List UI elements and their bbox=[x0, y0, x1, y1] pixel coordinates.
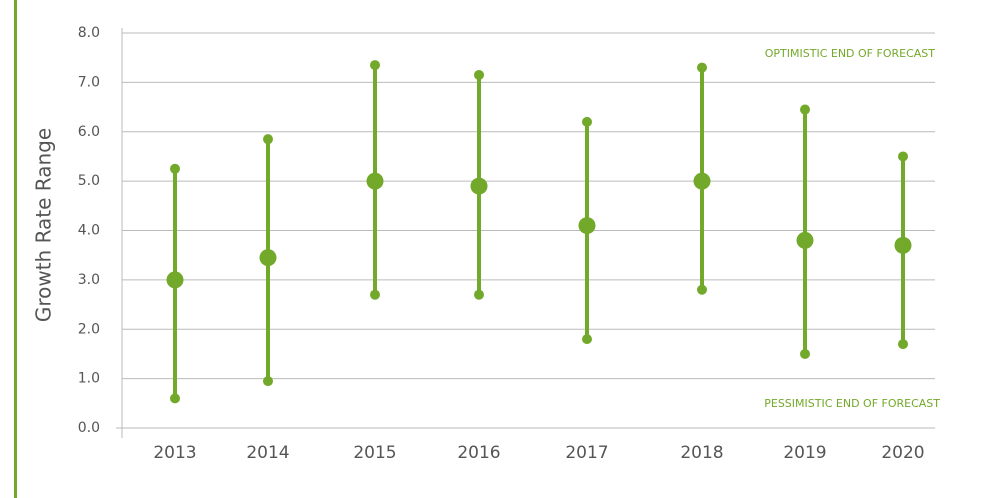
mid-dot bbox=[259, 249, 277, 267]
y-tick-label: 6.0 bbox=[78, 124, 100, 140]
low-dot bbox=[263, 376, 273, 387]
high-dot bbox=[170, 163, 180, 174]
y-axis-label: Growth Rate Range bbox=[32, 128, 56, 322]
high-dot bbox=[697, 62, 707, 73]
y-tick-label: 0.0 bbox=[78, 420, 100, 436]
y-tick-label: 7.0 bbox=[78, 74, 100, 90]
x-tick-label: 2017 bbox=[565, 443, 608, 463]
mid-dot bbox=[578, 217, 596, 235]
low-dot bbox=[474, 289, 484, 300]
mid-dot bbox=[166, 271, 184, 289]
x-tick-label: 2020 bbox=[881, 443, 924, 463]
high-dot bbox=[474, 69, 484, 80]
high-dot bbox=[800, 104, 810, 115]
x-tick-label: 2016 bbox=[457, 443, 500, 463]
mid-dot bbox=[796, 231, 814, 249]
x-tick-label: 2014 bbox=[246, 443, 289, 463]
annotation: OPTIMISTIC END OF FORECAST bbox=[765, 47, 936, 60]
mid-dot bbox=[366, 172, 384, 190]
y-tick-label: 1.0 bbox=[78, 371, 100, 387]
high-dot bbox=[263, 134, 273, 145]
y-tick-label: 3.0 bbox=[78, 272, 100, 288]
x-tick-label: 2015 bbox=[353, 443, 396, 463]
low-dot bbox=[697, 284, 707, 295]
y-tick-label: 8.0 bbox=[78, 25, 100, 41]
annotation: PESSIMISTIC END OF FORECAST bbox=[764, 397, 940, 410]
x-tick-label: 2019 bbox=[783, 443, 826, 463]
x-tick-label: 2013 bbox=[153, 443, 196, 463]
low-dot bbox=[370, 289, 380, 300]
y-tick-label: 5.0 bbox=[78, 173, 100, 189]
low-dot bbox=[898, 339, 908, 350]
y-tick-label: 4.0 bbox=[78, 223, 100, 239]
y-tick-label: 2.0 bbox=[78, 321, 100, 337]
low-dot bbox=[800, 348, 810, 359]
mid-dot bbox=[693, 172, 711, 190]
x-tick-label: 2018 bbox=[680, 443, 723, 463]
high-dot bbox=[582, 116, 592, 127]
mid-dot bbox=[894, 236, 912, 254]
mid-dot bbox=[470, 177, 488, 195]
low-dot bbox=[582, 334, 592, 345]
high-dot bbox=[370, 60, 380, 71]
low-dot bbox=[170, 393, 180, 404]
left-accent bbox=[14, 0, 17, 498]
high-dot bbox=[898, 151, 908, 162]
